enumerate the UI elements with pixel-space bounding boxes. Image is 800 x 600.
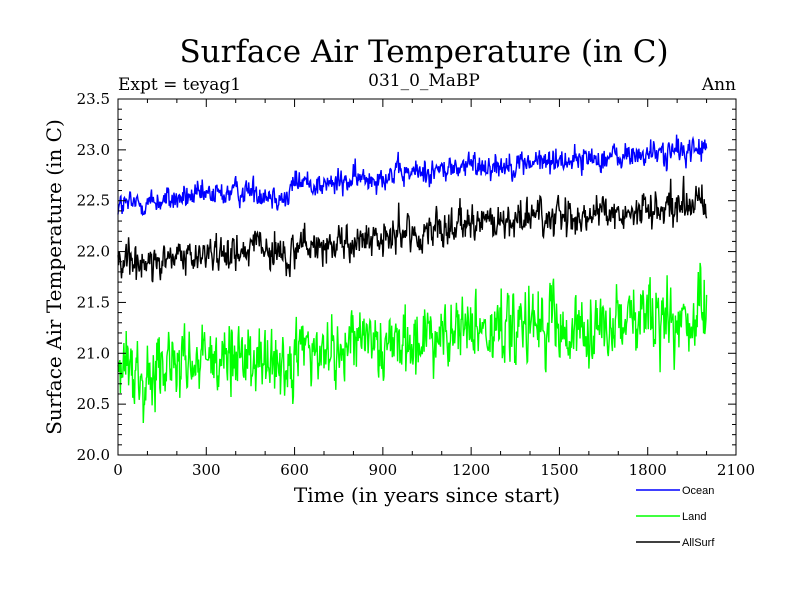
chart-right-label: Ann (701, 75, 736, 95)
legend-label-land: Land (682, 511, 706, 523)
x-axis-label: Time (in years since start) (294, 483, 560, 507)
axes-layer: 0 300 600 900 1200 1500 1800 2100 20.0 20.5 21.0 21… (77, 90, 756, 479)
legend: Ocean Land AllSurf (636, 485, 715, 549)
series-layer (117, 134, 708, 424)
x-tick-label: 1800 (629, 461, 667, 479)
chart-left-label: Expt = teyag1 (118, 75, 241, 95)
x-tick-label: 900 (369, 461, 398, 479)
x-tick-label: 600 (280, 461, 309, 479)
chart-subtitle: 031_0_MaBP (368, 71, 480, 91)
x-tick-label: 300 (192, 461, 221, 479)
series-line-land (117, 262, 708, 424)
legend-label-allsurf: AllSurf (682, 537, 715, 549)
x-tick-label: 1500 (540, 461, 578, 479)
series-line-ocean (117, 134, 708, 217)
y-tick-label: 21.0 (77, 344, 110, 362)
y-tick-label: 22.5 (77, 192, 110, 210)
x-tick-label: 0 (113, 461, 123, 479)
legend-label-ocean: Ocean (682, 485, 714, 497)
series-line-allsurf (117, 175, 708, 283)
plot-frame (117, 98, 737, 456)
y-tick-label: 20.0 (77, 446, 110, 464)
x-tick-label: 1200 (452, 461, 490, 479)
y-axis-label: Surface Air Temperature (in C) (42, 119, 66, 435)
x-tick-label: 2100 (717, 461, 755, 479)
chart-title: Surface Air Temperature (in C) (179, 34, 668, 70)
y-tick-label: 22.0 (77, 243, 110, 261)
y-tick-label: 20.5 (77, 395, 110, 413)
y-tick-label: 21.5 (77, 293, 110, 311)
y-tick-label: 23.0 (77, 141, 110, 159)
y-tick-label: 23.5 (77, 90, 110, 108)
